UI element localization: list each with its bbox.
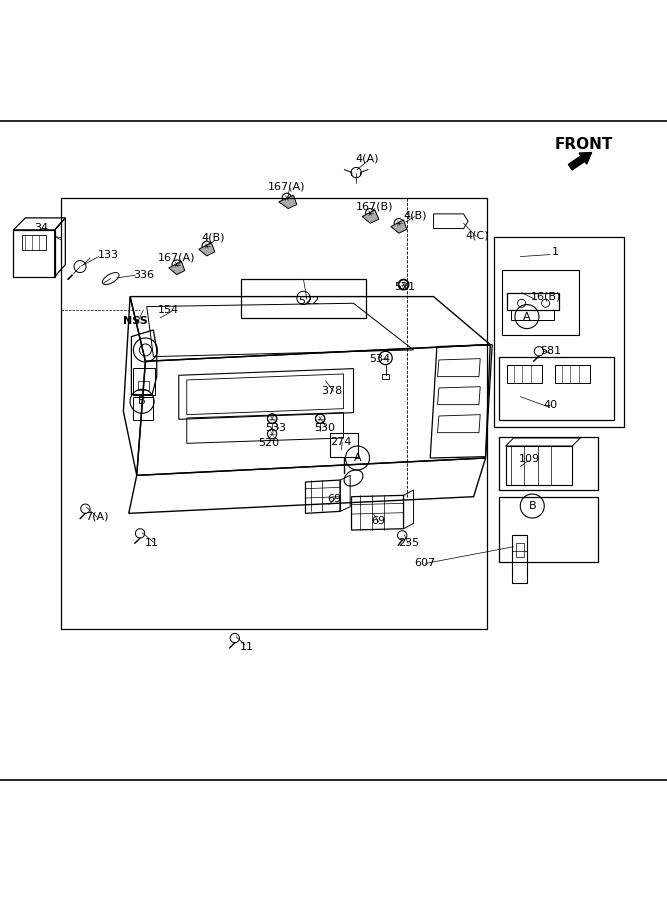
Bar bbox=[382, 374, 389, 379]
Text: 16(B): 16(B) bbox=[530, 292, 561, 302]
Text: 4(B): 4(B) bbox=[404, 211, 428, 220]
Text: 534: 534 bbox=[370, 354, 391, 364]
Bar bbox=[499, 497, 598, 562]
Text: 235: 235 bbox=[398, 538, 419, 548]
Text: 154: 154 bbox=[157, 305, 179, 315]
Polygon shape bbox=[169, 261, 185, 274]
Bar bbox=[494, 237, 624, 427]
Text: A: A bbox=[523, 311, 531, 321]
Text: 1: 1 bbox=[552, 247, 559, 256]
Text: 607: 607 bbox=[414, 558, 436, 569]
Bar bbox=[138, 381, 149, 390]
Text: B: B bbox=[138, 396, 146, 406]
Text: FRONT: FRONT bbox=[554, 137, 613, 152]
Text: 530: 530 bbox=[314, 423, 336, 433]
Polygon shape bbox=[391, 220, 407, 233]
Text: 40: 40 bbox=[544, 400, 558, 410]
FancyArrow shape bbox=[568, 152, 592, 170]
Text: 522: 522 bbox=[298, 295, 319, 306]
Text: 69: 69 bbox=[371, 517, 386, 526]
Text: 4(B): 4(B) bbox=[201, 233, 225, 243]
Text: 521: 521 bbox=[394, 282, 416, 292]
Bar bbox=[499, 436, 598, 490]
Text: 4(A): 4(A) bbox=[356, 154, 380, 164]
Bar bbox=[516, 544, 524, 557]
Polygon shape bbox=[362, 210, 379, 223]
Text: 69: 69 bbox=[327, 494, 342, 504]
Polygon shape bbox=[279, 195, 297, 209]
Bar bbox=[506, 446, 572, 485]
Bar bbox=[133, 397, 153, 420]
Text: 133: 133 bbox=[98, 250, 119, 260]
Text: 109: 109 bbox=[518, 454, 540, 464]
Text: 167(A): 167(A) bbox=[158, 253, 195, 263]
Text: 34: 34 bbox=[34, 223, 49, 233]
Text: 274: 274 bbox=[330, 437, 352, 447]
Text: 378: 378 bbox=[321, 386, 343, 396]
Bar bbox=[330, 433, 358, 456]
Text: B: B bbox=[528, 501, 536, 511]
Polygon shape bbox=[199, 243, 215, 256]
Bar bbox=[502, 270, 579, 336]
Text: 4(C): 4(C) bbox=[465, 230, 489, 240]
Text: 167(A): 167(A) bbox=[268, 182, 305, 192]
Bar bbox=[22, 235, 46, 250]
Text: NSS: NSS bbox=[123, 316, 148, 326]
Text: 7(A): 7(A) bbox=[85, 512, 109, 522]
Text: 520: 520 bbox=[258, 437, 279, 447]
Text: 336: 336 bbox=[133, 270, 155, 280]
Text: 581: 581 bbox=[540, 346, 562, 356]
Text: 533: 533 bbox=[265, 423, 286, 433]
Text: 11: 11 bbox=[240, 642, 253, 652]
Text: 167(B): 167(B) bbox=[356, 202, 393, 211]
Text: A: A bbox=[354, 453, 362, 463]
Text: 11: 11 bbox=[145, 538, 159, 548]
Bar bbox=[133, 368, 155, 394]
